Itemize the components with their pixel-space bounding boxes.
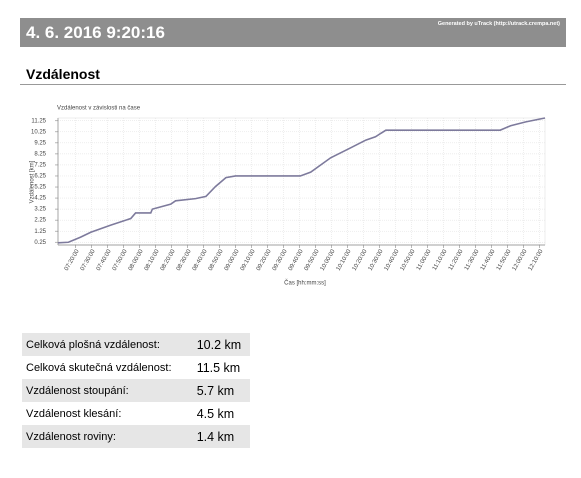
x-tick-label: 11:10:00 <box>432 248 449 271</box>
table-row: Celková skutečná vzdálenost: 11.5 km <box>22 356 250 379</box>
x-tick-label: 10:30:00 <box>368 248 385 272</box>
x-tick-label: 09:30:00 <box>272 248 289 272</box>
y-tick-label: 2.25 <box>34 218 46 224</box>
generator-note: Generated by uTrack (http://utrack.cremp… <box>437 21 560 27</box>
x-tick-label: 08:20:00 <box>160 248 177 272</box>
x-tick-label: 08:40:00 <box>192 248 209 272</box>
x-tick-label: 12:00:00 <box>512 248 529 272</box>
x-tick-label: 12:10:00 <box>528 248 545 272</box>
y-tick-label: 4.25 <box>34 196 46 202</box>
x-tick-label: 11:30:00 <box>464 248 481 271</box>
x-tick-label: 08:30:00 <box>176 248 193 272</box>
summary-table: Celková plošná vzdálenost: 10.2 km Celková… <box>22 333 250 448</box>
x-tick-label: 10:10:00 <box>336 248 353 272</box>
x-tick-label: 07:20:00 <box>64 248 81 272</box>
y-tick-label: 1.25 <box>34 229 46 235</box>
x-tick-label: 08:50:00 <box>208 248 225 272</box>
row-value: 5.7 km <box>196 383 235 398</box>
y-tick-label: 6.25 <box>34 174 46 180</box>
x-tick-label: 10:00:00 <box>320 248 337 272</box>
x-tick-label: 09:40:00 <box>288 248 305 272</box>
y-tick-label: 10.25 <box>31 129 47 135</box>
plot-area <box>57 117 546 246</box>
y-axis-label: Vzdálenost [km] <box>30 160 36 203</box>
table-row: Vzdálenost stoupání: 5.7 km <box>22 379 250 402</box>
chart: Vzdálenost v závislosti na čase Čas [hh:… <box>30 106 546 287</box>
row-value: 4.5 km <box>196 406 235 421</box>
x-tick-label: 09:00:00 <box>224 248 241 272</box>
row-value: 1.4 km <box>196 429 235 444</box>
y-tick-label: 7.25 <box>34 163 46 169</box>
x-tick-label: 07:40:00 <box>96 248 113 272</box>
x-tick-label: 08:00:00 <box>128 248 145 272</box>
x-tick-label: 10:20:00 <box>352 248 369 272</box>
y-tick-label: 8.25 <box>34 151 46 157</box>
x-tick-label: 08:10:00 <box>144 248 161 272</box>
row-label: Vzdálenost roviny: <box>26 430 116 443</box>
y-tick-label: 9.25 <box>34 140 46 146</box>
x-tick-label: 10:40:00 <box>384 248 401 272</box>
report-title: 4. 6. 2016 9:20:16 <box>26 23 165 42</box>
table-row: Vzdálenost roviny: 1.4 km <box>22 425 250 448</box>
y-tick-label: 0.25 <box>34 240 46 246</box>
x-tick-label: 09:50:00 <box>304 248 321 272</box>
y-tick-label: 11.25 <box>31 118 46 124</box>
x-tick-label: 09:10:00 <box>240 248 257 272</box>
row-label: Vzdálenost stoupání: <box>26 384 129 397</box>
x-tick-label: 11:40:00 <box>480 248 497 271</box>
y-tick-label: 5.25 <box>34 185 46 191</box>
y-tick-label: 3.25 <box>34 207 46 213</box>
x-tick-label: 11:20:00 <box>448 248 465 271</box>
table-row: Celková plošná vzdálenost: 10.2 km <box>22 333 250 356</box>
row-value: 11.5 km <box>196 360 241 375</box>
x-tick-label: 11:50:00 <box>496 248 513 271</box>
data-line <box>57 117 546 244</box>
header-bar: 4. 6. 2016 9:20:16 Generated by uTrack (… <box>20 18 566 47</box>
row-label: Vzdálenost klesání: <box>26 407 122 420</box>
table-row: Vzdálenost klesání: 4.5 km <box>22 402 250 425</box>
row-label: Celková plošná vzdálenost: <box>26 338 160 351</box>
x-tick-label: 07:30:00 <box>80 248 97 272</box>
section-rule <box>20 84 566 85</box>
row-label: Celková skutečná vzdálenost: <box>26 361 172 374</box>
x-axis-label: Čas [hh:mm:ss] <box>284 280 326 287</box>
chart-title: Vzdálenost v závislosti na čase <box>57 106 141 112</box>
x-tick-label: 07:50:00 <box>112 248 129 272</box>
x-tick-label: 10:50:00 <box>400 248 417 272</box>
x-tick-label: 09:20:00 <box>256 248 273 272</box>
x-tick-label: 11:00:00 <box>416 248 433 271</box>
section-title: Vzdálenost <box>26 66 100 82</box>
row-value: 10.2 km <box>196 337 242 352</box>
